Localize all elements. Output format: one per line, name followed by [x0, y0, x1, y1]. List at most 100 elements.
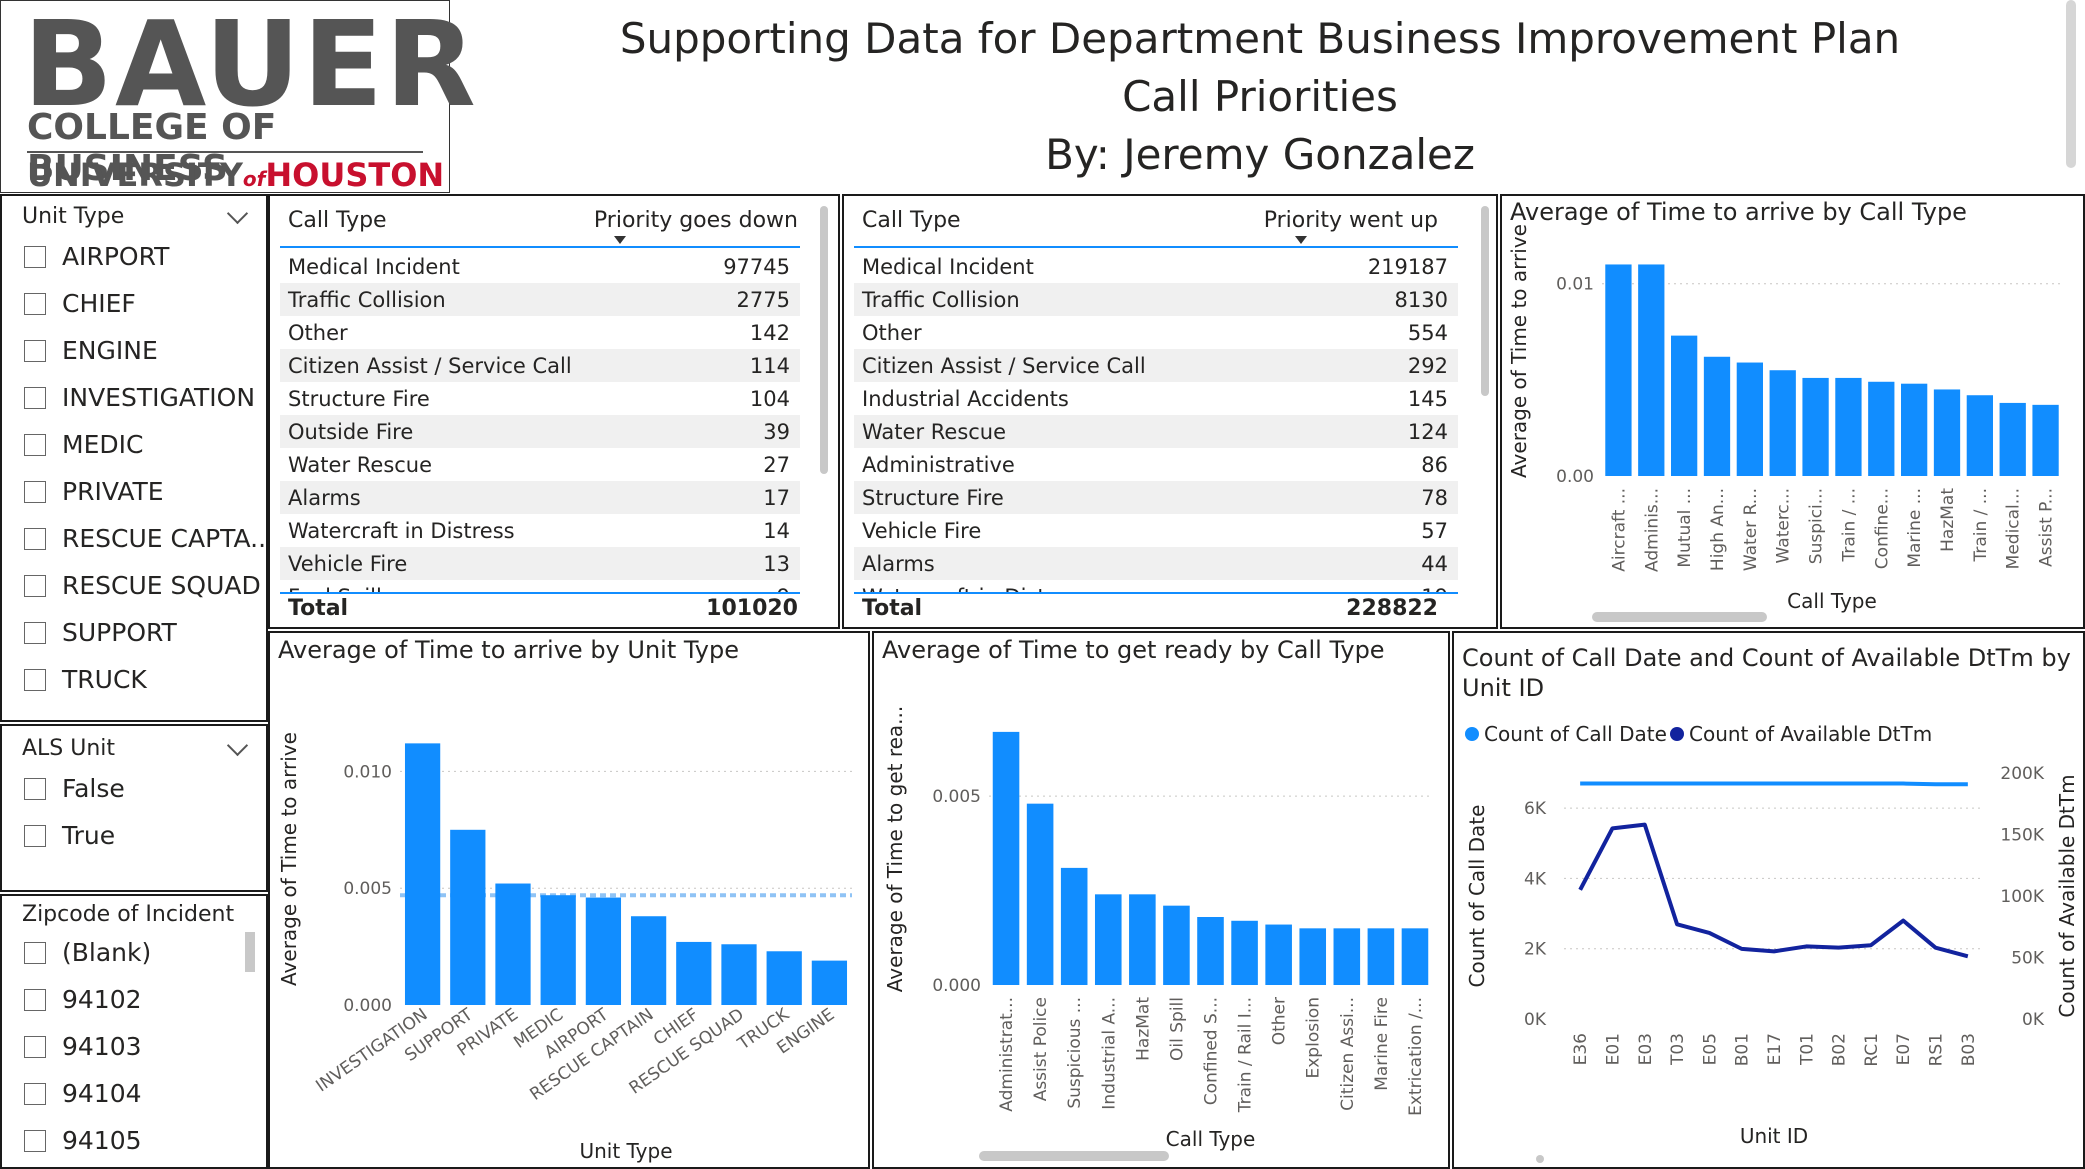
slicer-option-engine[interactable]: ENGINE [24, 336, 158, 366]
chart-title: Average of Time to arrive by Unit Type [278, 636, 739, 664]
table-scrollbar[interactable] [820, 206, 828, 474]
cell-call-type: Citizen Assist / Service Call [288, 354, 572, 378]
table-row[interactable]: Other 554 [854, 316, 1458, 349]
checkbox-icon[interactable] [24, 340, 46, 362]
slicer-option-investigation[interactable]: INVESTIGATION [24, 383, 255, 413]
cell-count: 27 [763, 453, 790, 477]
y2-tick-label: 100K [2000, 887, 2044, 907]
checkbox-icon[interactable] [24, 942, 46, 964]
table-row[interactable]: Traffic Collision 8130 [854, 283, 1458, 316]
slicer-option-medic[interactable]: MEDIC [24, 430, 143, 460]
cell-count: 39 [763, 420, 790, 444]
checkbox-icon[interactable] [24, 669, 46, 691]
checkbox-icon[interactable] [24, 622, 46, 644]
chart-scrollbar[interactable] [1536, 1155, 1544, 1163]
checkbox-icon[interactable] [24, 1083, 46, 1105]
cell-call-type: Other [862, 321, 922, 345]
checkbox-icon[interactable] [24, 575, 46, 597]
table-row[interactable]: Alarms 44 [854, 547, 1458, 580]
zipcode-scrollbar[interactable] [245, 932, 255, 972]
table-row[interactable]: Structure Fire 104 [280, 382, 800, 415]
table-row[interactable]: Vehicle Fire 57 [854, 514, 1458, 547]
slicer-option-true[interactable]: True [24, 821, 115, 851]
sort-descending-icon[interactable] [614, 236, 626, 244]
priority-down-table: Call Type Priority goes down Medical Inc… [268, 194, 840, 629]
slicer-option-94103[interactable]: 94103 [24, 1032, 142, 1062]
slicer-option-airport[interactable]: AIRPORT [24, 242, 169, 272]
chart-scrollbar[interactable] [1592, 612, 1767, 622]
legend-marker [1670, 727, 1684, 741]
slicer-option-94105[interactable]: 94105 [24, 1126, 142, 1156]
table-row[interactable]: Citizen Assist / Service Call 114 [280, 349, 800, 382]
table-row[interactable]: Alarms 17 [280, 481, 800, 514]
y-tick-label: 0.010 [343, 762, 392, 782]
chart-scrollbar[interactable] [979, 1151, 1169, 1161]
table-row[interactable]: Water Rescue 27 [280, 448, 800, 481]
checkbox-icon[interactable] [24, 246, 46, 268]
cell-call-type: Medical Incident [288, 255, 460, 279]
cell-call-type: Administrative [862, 453, 1015, 477]
table-row[interactable]: Outside Fire 39 [280, 415, 800, 448]
table-row[interactable]: Fuel Spill 9 [280, 580, 800, 592]
table-row[interactable]: Citizen Assist / Service Call 292 [854, 349, 1458, 382]
slicer-option-support[interactable]: SUPPORT [24, 618, 177, 648]
slicer-option-truck[interactable]: TRUCK [24, 665, 147, 695]
table-row[interactable]: Medical Incident 97745 [280, 250, 800, 283]
column-header-priority-down[interactable]: Priority goes down [593, 208, 798, 233]
x-tick-label: RS1 [1927, 1033, 1947, 1066]
cell-count: 2775 [736, 288, 790, 312]
table-row[interactable]: Structure Fire 78 [854, 481, 1458, 514]
table-row[interactable]: Water Rescue 124 [854, 415, 1458, 448]
x-tick-label: Adminis... [1642, 488, 1662, 572]
slicer-option-private[interactable]: PRIVATE [24, 477, 164, 507]
column-header-priority-up[interactable]: Priority went up [1263, 208, 1438, 233]
bar [495, 883, 531, 1005]
y-tick-label: 0.005 [932, 787, 981, 807]
checkbox-icon[interactable] [24, 528, 46, 550]
page-scrollbar[interactable] [2066, 0, 2076, 168]
y2-tick-label: 0K [2022, 1010, 2045, 1030]
checkbox-icon[interactable] [24, 778, 46, 800]
checkbox-icon[interactable] [24, 481, 46, 503]
table-row[interactable]: Watercraft in Distress 19 [854, 580, 1458, 592]
slicer-option-rescue-squad[interactable]: RESCUE SQUAD [24, 571, 261, 601]
bar-chart: 0.000 0.005 Administrat... Assist Police Sus… [883, 706, 1432, 1151]
checkbox-icon[interactable] [24, 1036, 46, 1058]
slicer-option-rescue-captain[interactable]: RESCUE CAPTA... [24, 524, 266, 554]
cell-call-type: Watercraft in Distress [288, 519, 515, 543]
slicer-option-chief[interactable]: CHIEF [24, 289, 136, 319]
slicer-option-blank[interactable]: (Blank) [24, 938, 151, 968]
x-tick-label: Extrication /... [1406, 997, 1426, 1116]
table-row[interactable]: Other 142 [280, 316, 800, 349]
x-tick-label: Assist Police [1031, 997, 1051, 1101]
slicer-option-94104[interactable]: 94104 [24, 1079, 142, 1109]
table-row[interactable]: Medical Incident 219187 [854, 250, 1458, 283]
table-row[interactable]: Watercraft in Distress 14 [280, 514, 800, 547]
slicer-option-94102[interactable]: 94102 [24, 985, 142, 1015]
table-row[interactable]: Vehicle Fire 13 [280, 547, 800, 580]
table-row[interactable]: Traffic Collision 2775 [280, 283, 800, 316]
chevron-down-icon[interactable] [226, 202, 249, 225]
checkbox-icon[interactable] [24, 989, 46, 1011]
checkbox-icon[interactable] [24, 293, 46, 315]
x-axis-title: Call Type [1787, 589, 1877, 613]
table-scrollbar[interactable] [1481, 206, 1489, 396]
x-tick-label: Train / ... [1839, 488, 1859, 563]
checkbox-icon[interactable] [24, 387, 46, 409]
checkbox-icon[interactable] [24, 1130, 46, 1152]
slicer-option-false[interactable]: False [24, 774, 125, 804]
column-header-call-type[interactable]: Call Type [862, 208, 961, 233]
table-row[interactable]: Administrative 86 [854, 448, 1458, 481]
table-row[interactable]: Industrial Accidents 145 [854, 382, 1458, 415]
bar [540, 895, 576, 1005]
checkbox-icon[interactable] [24, 434, 46, 456]
bar [1605, 264, 1632, 476]
sort-descending-icon[interactable] [1295, 236, 1307, 244]
logo-rule [27, 151, 423, 153]
x-tick-label: E17 [1765, 1033, 1785, 1065]
chevron-down-icon[interactable] [226, 734, 249, 757]
column-header-call-type[interactable]: Call Type [288, 208, 387, 233]
chart-title: Average of Time to get ready by Call Typ… [882, 636, 1385, 664]
bar [1901, 383, 1928, 476]
checkbox-icon[interactable] [24, 825, 46, 847]
